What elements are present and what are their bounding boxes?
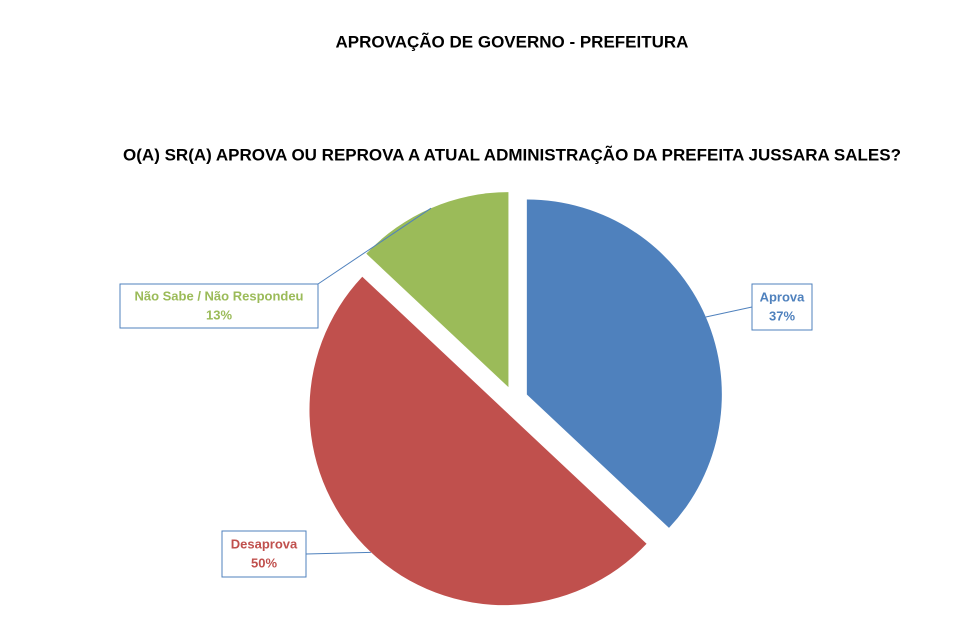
label-box [221, 530, 307, 578]
value-label: 13% [206, 307, 232, 322]
label-box [119, 283, 319, 329]
value-label: 50% [251, 555, 277, 570]
pie-slice [526, 199, 722, 528]
category-label: Aprova [760, 289, 806, 304]
leader-line [317, 207, 432, 285]
pie-slice [366, 192, 509, 388]
leader-line [705, 306, 753, 318]
chart-subtitle: O(A) SR(A) APROVA OU REPROVA A ATUAL ADM… [123, 144, 901, 164]
pie-slice [309, 276, 647, 606]
value-label: 37% [769, 308, 795, 323]
category-label: Desaprova [231, 536, 298, 551]
chart-title: APROVAÇÃO DE GOVERNO - PREFEITURA [336, 31, 689, 51]
category-label: Não Sabe / Não Respondeu [134, 288, 303, 303]
label-box [751, 283, 813, 331]
leader-line [305, 551, 371, 555]
